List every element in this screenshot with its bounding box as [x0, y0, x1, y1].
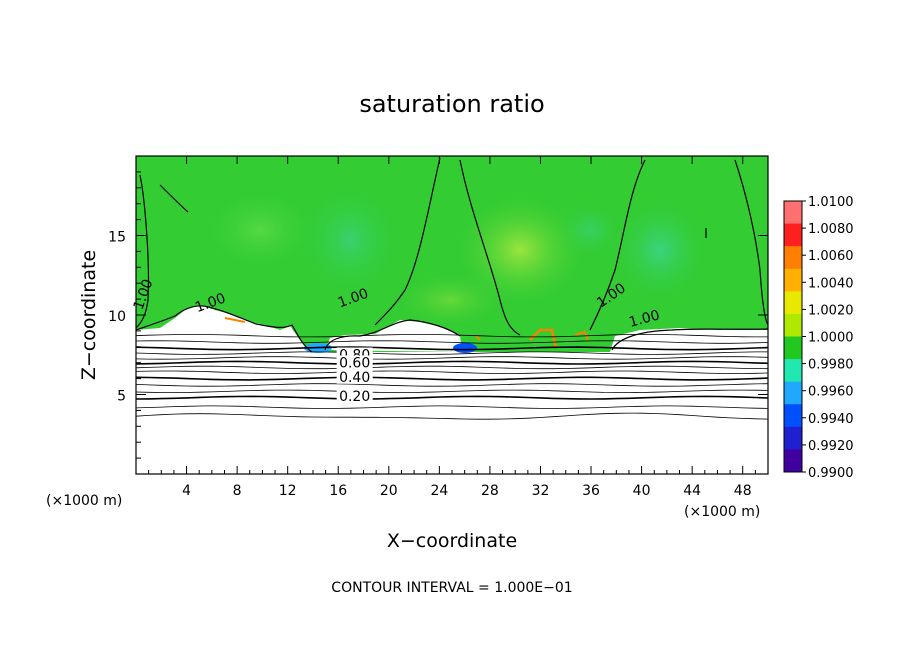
colorbar-swatch — [784, 268, 802, 292]
x-tick-label: 48 — [734, 483, 752, 499]
y-tick-label: 5 — [117, 389, 126, 405]
contour-line — [136, 334, 768, 338]
cloud-edge-region — [136, 305, 310, 352]
field-patch — [200, 185, 320, 275]
contour-label-bg — [336, 355, 373, 370]
x-tick-label: 16 — [329, 483, 347, 499]
colorbar-swatch — [784, 291, 802, 315]
field-patch — [555, 200, 625, 260]
x-tick-label: 36 — [582, 483, 600, 499]
cloud-outlines — [136, 157, 768, 353]
colorbar-label: 0.9900 — [808, 466, 854, 481]
colorbar-swatch — [784, 404, 802, 428]
contour-interval-note: CONTOUR INTERVAL = 1.000E−01 — [331, 580, 572, 596]
x-tick-label: 20 — [380, 483, 398, 499]
contour-line — [136, 351, 768, 355]
contour-line — [459, 159, 521, 336]
low-saturation-spot — [453, 343, 477, 353]
colorbar-label: 0.9960 — [808, 385, 854, 400]
contour-line — [136, 376, 768, 381]
contour-line — [374, 157, 441, 326]
colorbar-label: 0.9920 — [808, 439, 854, 454]
x-tick-label: 12 — [279, 483, 297, 499]
colorbar-swatch — [784, 426, 802, 450]
x-tick-label: 44 — [683, 483, 701, 499]
contour-line — [136, 305, 313, 353]
contour-line — [136, 395, 768, 400]
contour-line — [611, 328, 768, 351]
contour-line — [136, 412, 768, 420]
colorbar-label: 1.0100 — [808, 195, 854, 210]
contour-label-bg — [336, 369, 373, 384]
x-axis-ticks: 4 8 12 16 20 24 28 32 36 40 44 48 — [148, 156, 756, 499]
field-patch — [610, 195, 710, 305]
contour-label: 0.60 — [339, 355, 370, 371]
contour-line — [136, 360, 768, 365]
x-tick-label: 8 — [233, 483, 242, 499]
contour-line — [136, 365, 768, 370]
field-patch — [295, 180, 405, 300]
supersaturation-rim — [574, 330, 589, 341]
colorbar-swatch — [784, 381, 802, 405]
contour-label-bg — [336, 388, 373, 403]
colorbar-swatch — [784, 201, 802, 225]
supersaturation-rim — [529, 328, 558, 349]
y-axis-ticks: 5 10 15 — [108, 171, 768, 459]
colorbar-label: 1.0040 — [808, 276, 854, 291]
colorbar-swatch — [784, 449, 802, 473]
colorbar-label: 0.9940 — [808, 412, 854, 427]
chart-title: saturation ratio — [359, 90, 544, 118]
colorbar: 1.0100 1.0080 1.0060 1.0040 1.0020 1.0000 0.99… — [783, 195, 854, 481]
contour-line — [136, 370, 768, 374]
x-unit-label-right: (×1000 m) — [684, 504, 760, 520]
supersaturation-rim — [224, 317, 246, 323]
plot-area — [136, 156, 768, 474]
contour-line — [136, 356, 768, 360]
colorbar-label: 1.0080 — [808, 222, 854, 237]
contour-line — [136, 389, 768, 394]
colorbar-swatch — [784, 223, 802, 247]
contour-line — [136, 383, 768, 387]
y-axis-label: Z−coordinate — [78, 250, 100, 380]
x-tick-label: 40 — [633, 483, 651, 499]
dry-layer-field — [136, 352, 768, 474]
contour-label: 1.00 — [627, 307, 661, 331]
contour-line — [136, 346, 768, 351]
contour-line — [589, 159, 646, 331]
contour-label: 0.40 — [339, 370, 370, 386]
colorbar-swatch — [784, 313, 802, 337]
contour-line — [734, 159, 768, 326]
colorbar-label: 1.0020 — [808, 303, 854, 318]
x-tick-label: 28 — [481, 483, 499, 499]
colorbar-label: 1.0060 — [808, 249, 854, 264]
contour-lines — [136, 334, 768, 420]
colorbar-label: 0.9980 — [808, 358, 854, 373]
colorbar-label: 1.0000 — [808, 331, 854, 346]
contour-line — [136, 405, 768, 409]
colorbar-swatch — [784, 359, 802, 383]
y-tick-label: 15 — [108, 230, 126, 246]
colorbar-swatch — [784, 246, 802, 270]
x-unit-label-left: (×1000 m) — [46, 493, 122, 509]
contour-label: 0.20 — [339, 389, 370, 405]
x-tick-label: 32 — [532, 483, 550, 499]
cloud-edge-region — [325, 320, 462, 352]
x-tick-label: 24 — [430, 483, 448, 499]
contour-line — [324, 319, 461, 351]
contour-line — [136, 340, 768, 344]
colorbar-swatch — [784, 336, 802, 360]
x-tick-label: 4 — [182, 483, 191, 499]
contour-line — [136, 174, 150, 329]
y-tick-label: 10 — [108, 309, 126, 325]
field-patch — [390, 270, 510, 330]
contour-line — [159, 184, 189, 213]
x-axis-label: X−coordinate — [387, 530, 517, 552]
